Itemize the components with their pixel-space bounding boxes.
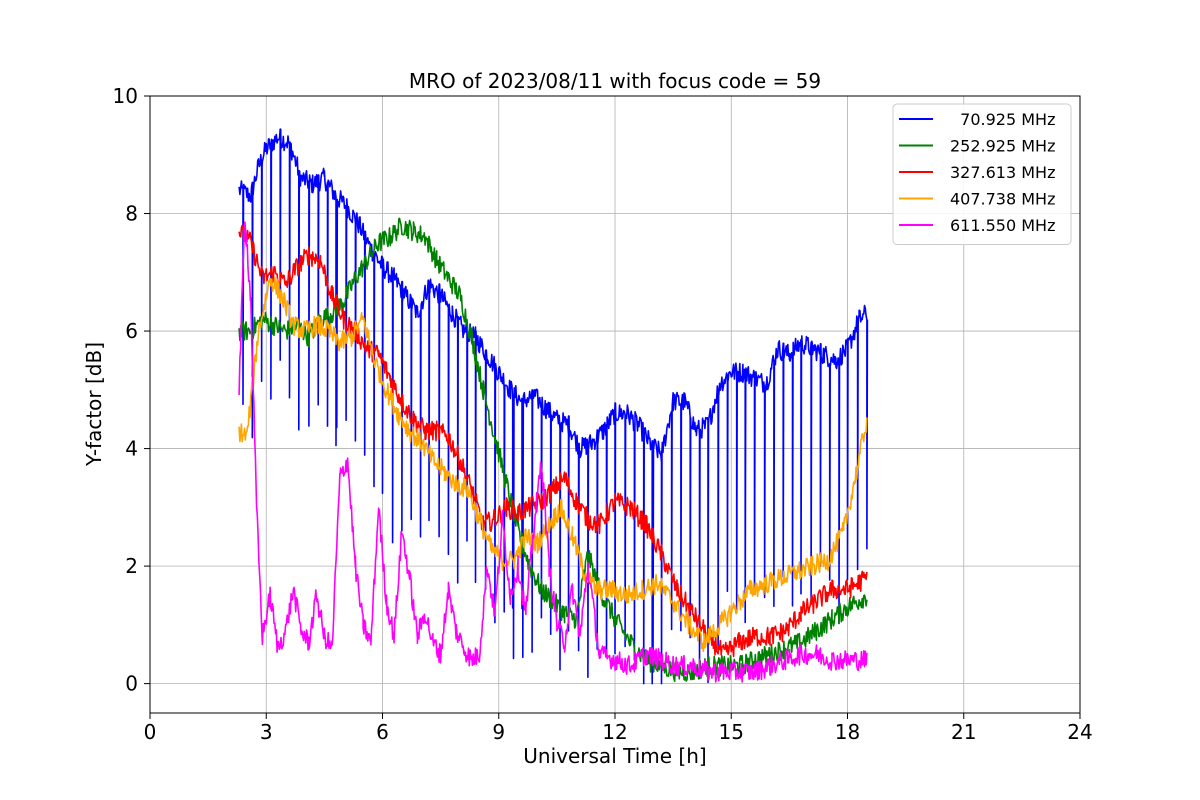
legend-label: 70.925 MHz xyxy=(950,110,1055,129)
legend-label: 252.925 MHz xyxy=(950,137,1055,156)
legend-label: 327.613 MHz xyxy=(950,163,1055,182)
x-tick-label: 24 xyxy=(1067,720,1092,744)
x-tick-label: 15 xyxy=(719,720,744,744)
series-line-4 xyxy=(238,221,868,683)
x-tick-label: 21 xyxy=(951,720,976,744)
series-line-3 xyxy=(238,276,868,653)
x-tick-label: 6 xyxy=(376,720,389,744)
series-line-0 xyxy=(238,128,869,685)
legend-label: 407.738 MHz xyxy=(950,190,1055,209)
chart-title: MRO of 2023/08/11 with focus code = 59 xyxy=(409,69,821,93)
legend-box xyxy=(892,103,1072,245)
y-tick-label: 10 xyxy=(113,84,138,108)
legend: 70.925 MHz 252.925 MHz 327.613 MHz 407.738 … xyxy=(892,103,1072,245)
series-line-2 xyxy=(238,224,868,658)
x-tick-label: 12 xyxy=(602,720,627,744)
y-tick-label: 0 xyxy=(125,672,138,696)
x-axis-label: Universal Time [h] xyxy=(523,744,706,768)
x-tick-label: 3 xyxy=(260,720,273,744)
y-tick-label: 8 xyxy=(125,202,138,226)
legend-label: 611.550 MHz xyxy=(950,216,1055,235)
x-tick-label: 9 xyxy=(492,720,505,744)
x-tick-label: 0 xyxy=(144,720,157,744)
y-tick-label: 4 xyxy=(125,437,138,461)
y-axis-label: Y-factor [dB] xyxy=(82,342,106,467)
series-layer xyxy=(238,128,869,685)
y-tick-label: 6 xyxy=(125,319,138,343)
x-tick-label: 18 xyxy=(835,720,860,744)
y-tick-label: 2 xyxy=(125,554,138,578)
